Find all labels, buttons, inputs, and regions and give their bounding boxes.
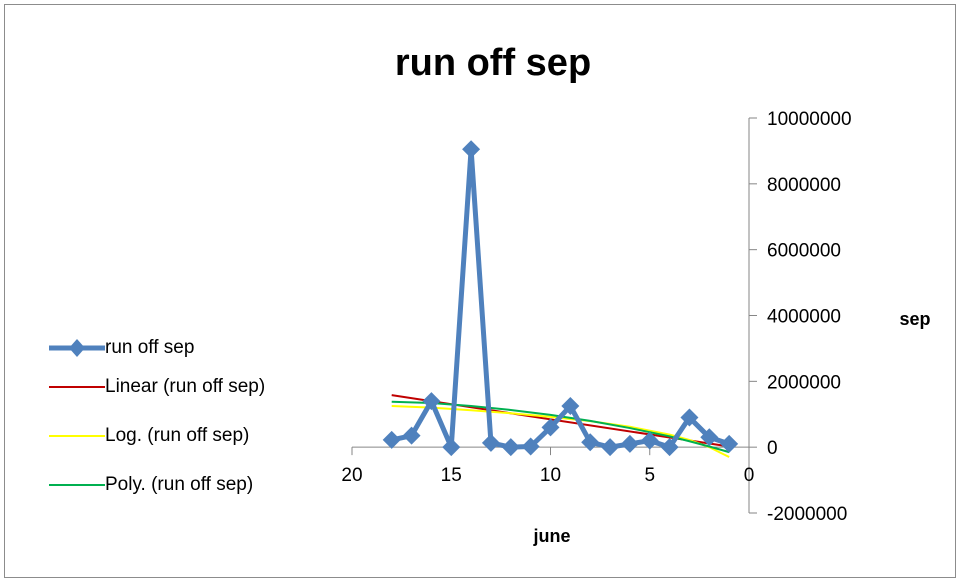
x-tick-label: 0 (744, 465, 755, 486)
legend-label-poly: Poly. (run off sep) (105, 474, 253, 496)
legend-item-poly: Poly. (run off sep) (49, 468, 329, 502)
y-tick-label: 0 (767, 438, 778, 459)
data-point (482, 434, 500, 452)
y-tick-label: 10000000 (767, 109, 852, 130)
legend-key-series (49, 331, 105, 365)
legend-label-log: Log. (run off sep) (105, 425, 249, 447)
data-point (502, 438, 520, 456)
x-tick-label: 20 (341, 465, 362, 486)
data-point (621, 435, 639, 453)
legend: run off sep Linear (run off sep) Log. (r… (49, 331, 329, 517)
legend-item-log: Log. (run off sep) (49, 419, 329, 453)
legend-label-series: run off sep (105, 337, 194, 359)
data-point (383, 431, 401, 449)
chart-title: run off sep (395, 42, 591, 84)
y-tick-label: -2000000 (767, 504, 847, 525)
x-axis-label: june (532, 526, 570, 546)
legend-key-poly (49, 468, 105, 502)
legend-key-linear (49, 370, 105, 404)
y-axis-label: sep (899, 309, 930, 329)
y-tick-label: 2000000 (767, 372, 841, 393)
y-tick-label: 4000000 (767, 307, 841, 328)
data-point (462, 140, 480, 158)
x-tick-label: 15 (441, 465, 462, 486)
x-tick-label: 5 (644, 465, 655, 486)
x-tick-label: 10 (540, 465, 561, 486)
legend-label-linear: Linear (run off sep) (105, 376, 265, 398)
data-point (442, 438, 460, 456)
legend-key-log (49, 419, 105, 453)
legend-item-series: run off sep (49, 331, 329, 365)
chart-area: run off sep -2000000 0 2000000 4000000 60000… (4, 4, 956, 578)
legend-item-linear: Linear (run off sep) (49, 370, 329, 404)
y-tick-label: 6000000 (767, 241, 841, 262)
y-tick-label: 8000000 (767, 175, 841, 196)
data-point (601, 438, 619, 456)
